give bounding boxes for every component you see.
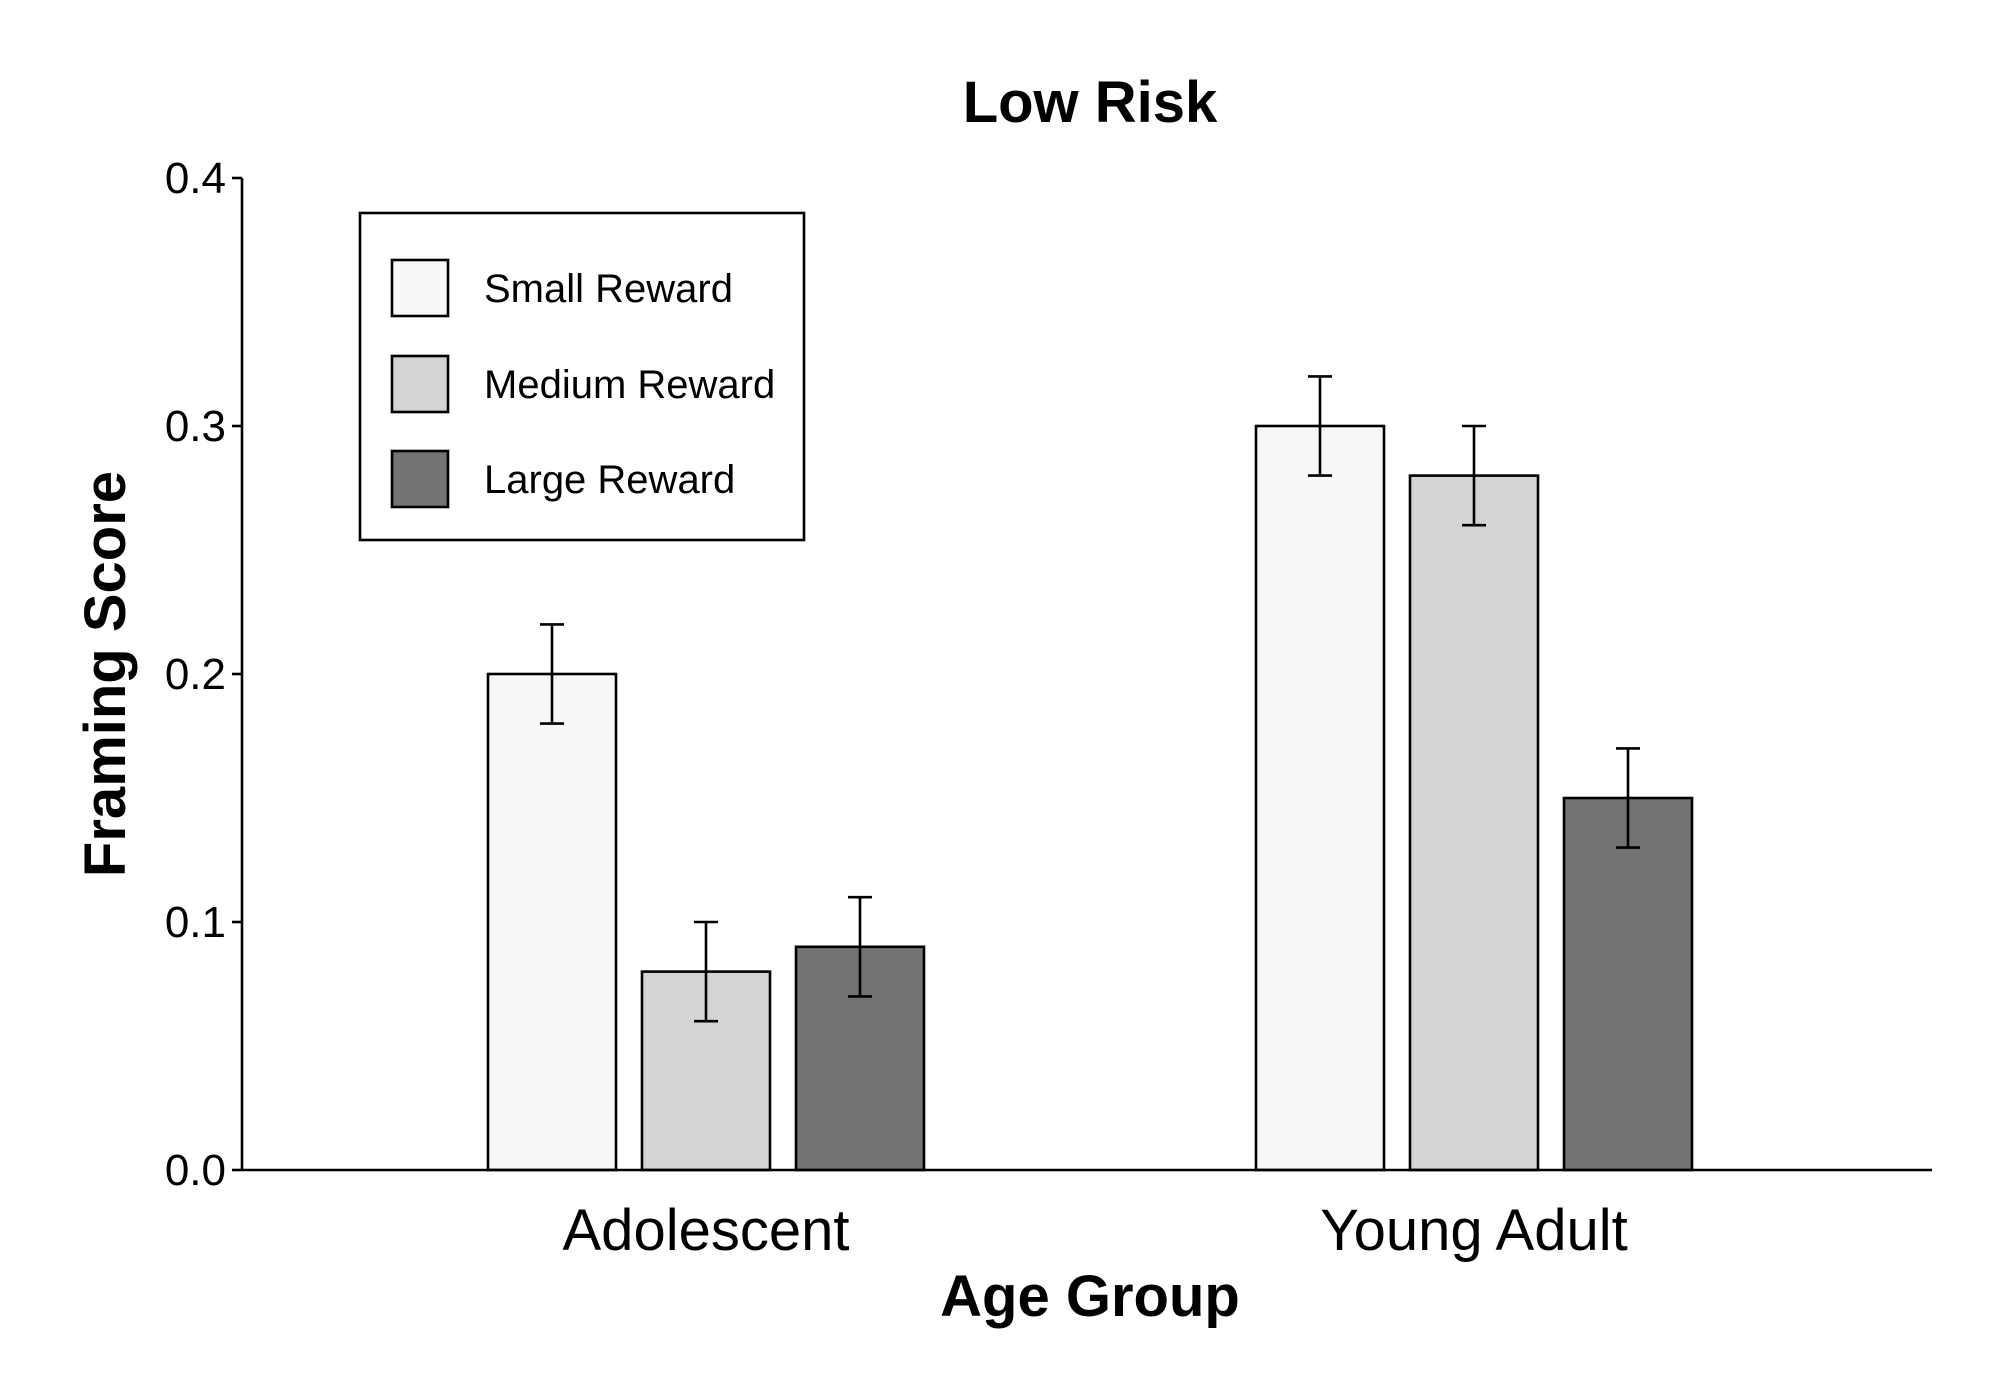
y-tick-label: 0.1 (165, 898, 226, 947)
x-axis-title: Age Group (940, 1264, 1240, 1329)
legend: Small Reward Medium Reward Large Reward (358, 211, 806, 542)
y-axis-title: Framing Score (73, 471, 138, 877)
legend-swatch (390, 258, 450, 318)
error-bar-young-adult-medium-reward (1462, 424, 1486, 527)
x-axis-labels: Adolescent Young Adult (563, 1198, 1628, 1263)
legend-label: Medium Reward (484, 363, 775, 407)
x-category-label: Young Adult (1320, 1198, 1628, 1263)
y-tick-label: 0.0 (165, 1146, 226, 1195)
bar-adolescent-small-reward (486, 672, 618, 1172)
bars (486, 424, 1694, 1172)
error-bar-young-adult-large-reward (1616, 747, 1640, 849)
error-bar-adolescent-small-reward (540, 623, 564, 725)
x-category-label: Adolescent (563, 1198, 850, 1263)
bar-young-adult-medium-reward (1408, 474, 1540, 1172)
legend-swatch (390, 354, 450, 414)
error-bar-adolescent-medium-reward (694, 920, 718, 1023)
error-bar-young-adult-small-reward (1308, 375, 1332, 477)
y-axis-ticks: 0.0 0.1 0.2 0.3 0.4 (165, 154, 242, 1195)
legend-label: Small Reward (484, 267, 733, 311)
legend-swatch (390, 449, 450, 509)
y-tick-label: 0.4 (165, 154, 226, 203)
error-bar-adolescent-large-reward (848, 895, 872, 998)
y-tick-label: 0.2 (165, 650, 226, 699)
y-tick-label: 0.3 (165, 402, 226, 451)
bar-young-adult-large-reward (1562, 796, 1694, 1172)
chart-title: Low Risk (963, 70, 1218, 135)
legend-entries: Small Reward Medium Reward Large Reward (390, 258, 775, 509)
error-bars (540, 375, 1640, 1023)
legend-label: Large Reward (484, 458, 735, 502)
bar-young-adult-small-reward (1254, 424, 1386, 1172)
